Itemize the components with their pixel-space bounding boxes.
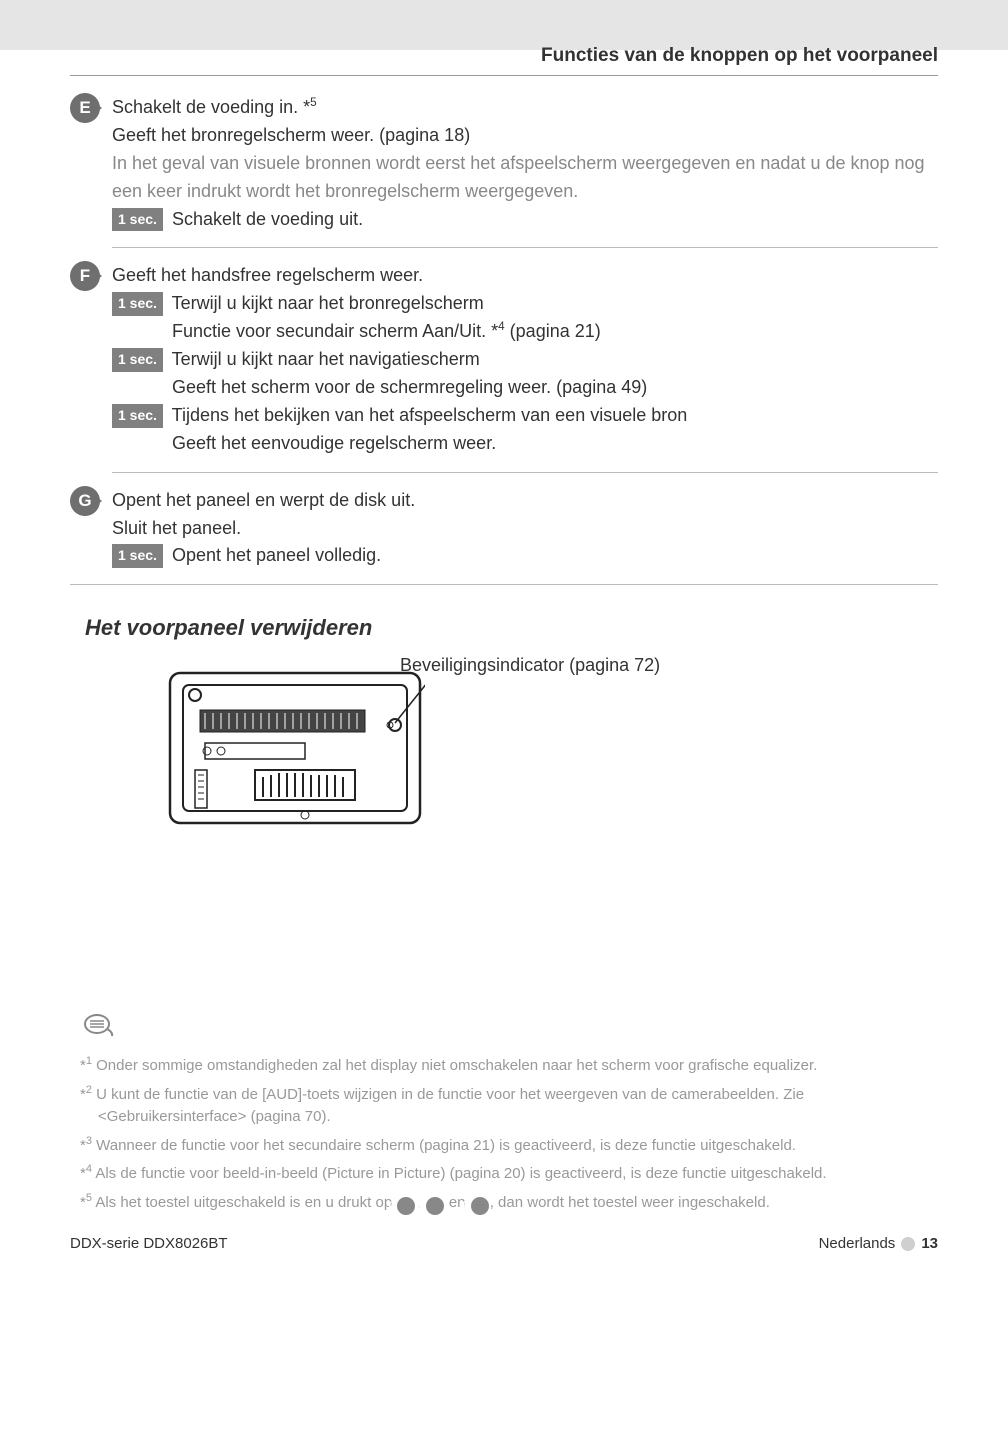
page-dot — [901, 1237, 915, 1251]
item-g: G Opent het paneel en werpt de disk uit.… — [70, 487, 938, 571]
badge-e: E — [70, 93, 100, 123]
header-title: Functies van de knoppen op het voorpanee… — [541, 45, 938, 66]
line: Geeft het bronregelscherm weer. (pagina … — [112, 122, 938, 150]
diagram-caption: Beveiligingsindicator (pagina 72) — [400, 655, 660, 676]
footer: DDX-serie DDX8026BT Nederlands 13 — [70, 1235, 938, 1252]
line: Geeft het scherm voor de schermregeling … — [112, 374, 938, 402]
line: Schakelt de voeding in. *5 — [112, 94, 938, 122]
sec-badge: 1 sec. — [112, 404, 163, 428]
section-title: Het voorpaneel verwijderen — [85, 615, 938, 641]
sec-badge: 1 sec. — [112, 208, 163, 232]
footnote: *5 Als het toestel uitgeschakeld is en u… — [80, 1190, 938, 1215]
divider — [112, 472, 938, 473]
footer-lang: Nederlands — [819, 1235, 896, 1252]
line: 1 sec. Tijdens het bekijken van het afsp… — [112, 402, 938, 430]
top-band — [0, 0, 1008, 50]
inline-badge-f: F — [471, 1197, 489, 1215]
sec-badge: 1 sec. — [112, 348, 163, 372]
line: Functie voor secundair scherm Aan/Uit. *… — [112, 318, 938, 346]
header-bar: Functies van de knoppen op het voorpanee… — [70, 45, 938, 76]
line: Opent het paneel en werpt de disk uit. — [112, 487, 938, 515]
diagram-wrap: Beveiligingsindicator (pagina 72) — [165, 655, 938, 830]
footer-left: DDX-serie DDX8026BT — [70, 1235, 228, 1252]
panel-diagram — [165, 655, 425, 830]
sec-badge: 1 sec. — [112, 544, 163, 568]
line: 1 sec. Terwijl u kijkt naar het navigati… — [112, 346, 938, 374]
footer-right: Nederlands 13 — [819, 1235, 938, 1252]
footnotes: *1 Onder sommige omstandigheden zal het … — [70, 1053, 938, 1215]
badge-g: G — [70, 486, 100, 516]
inline-badge-e: E — [426, 1197, 444, 1215]
footnote: *4 Als de functie voor beeld-in-beeld (P… — [80, 1161, 938, 1186]
inline-badge-d: D — [397, 1197, 415, 1215]
sec-badge: 1 sec. — [112, 292, 163, 316]
line: 1 sec. Opent het paneel volledig. — [112, 542, 938, 570]
note-icon — [80, 1010, 938, 1043]
item-f-body: Geeft het handsfree regelscherm weer. 1 … — [112, 262, 938, 457]
badge-f: F — [70, 261, 100, 291]
line: Sluit het paneel. — [112, 515, 938, 543]
line: Geeft het eenvoudige regelscherm weer. — [112, 430, 938, 458]
footnote: *2 U kunt de functie van de [AUD]-toets … — [80, 1082, 938, 1129]
line: 1 sec. Terwijl u kijkt naar het bronrege… — [112, 290, 938, 318]
item-g-body: Opent het paneel en werpt de disk uit. S… — [112, 487, 938, 571]
line: In het geval van visuele bronnen wordt e… — [112, 150, 938, 206]
footnote: *1 Onder sommige omstandigheden zal het … — [80, 1053, 938, 1078]
item-e-body: Schakelt de voeding in. *5 Geeft het bro… — [112, 94, 938, 233]
footnote: *3 Wanneer de functie voor het secundair… — [80, 1133, 938, 1158]
item-f: F Geeft het handsfree regelscherm weer. … — [70, 262, 938, 457]
line: Geeft het handsfree regelscherm weer. — [112, 262, 938, 290]
line: 1 sec. Schakelt de voeding uit. — [112, 206, 938, 234]
item-e: E Schakelt de voeding in. *5 Geeft het b… — [70, 94, 938, 233]
divider — [70, 584, 938, 585]
page-number: 13 — [921, 1235, 938, 1252]
divider — [112, 247, 938, 248]
